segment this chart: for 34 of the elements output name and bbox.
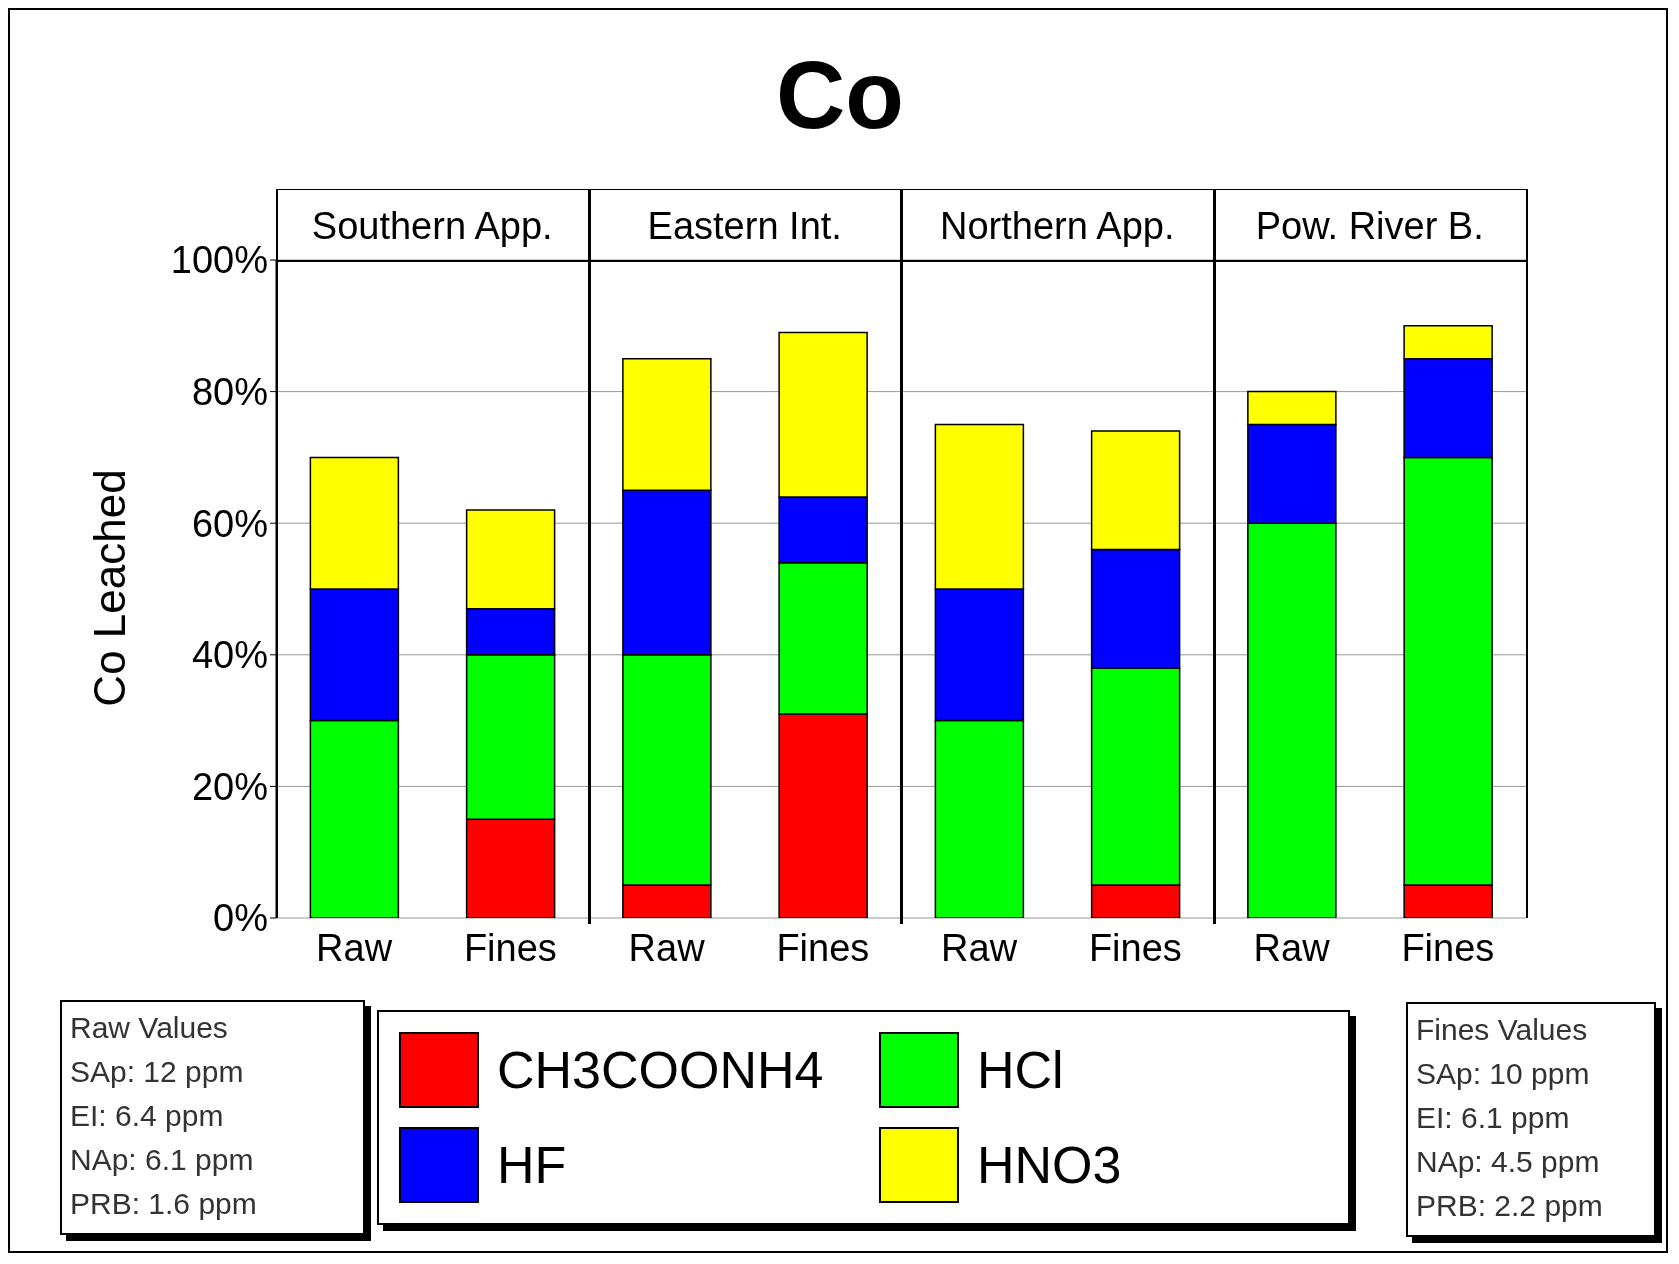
- text: EI: 6.1 ppm: [1416, 1100, 1571, 1136]
- text: Raw Values: [70, 1010, 229, 1046]
- text: PRB: 2.2 ppm: [1416, 1188, 1604, 1224]
- text: NAp: 4.5 ppm: [1416, 1144, 1601, 1180]
- text: Southern App.: [310, 203, 554, 249]
- text: PRB: 1.6 ppm: [70, 1186, 258, 1222]
- chart-title: Co: [775, 40, 905, 150]
- text: NAp: 6.1 ppm: [70, 1142, 255, 1178]
- legend-label: CH3COONH4: [497, 1040, 824, 1101]
- x-tick-label: Fines: [776, 926, 870, 969]
- y-tick-label: 100%: [170, 239, 268, 282]
- text: SAp: 12 ppm: [70, 1054, 245, 1090]
- text: Fines Values: [1416, 1012, 1589, 1048]
- x-tick-label: Fines: [1401, 926, 1495, 969]
- legend-label: HF: [497, 1134, 567, 1195]
- x-tick-label: Fines: [1088, 926, 1182, 969]
- x-tick-label: Raw: [628, 926, 706, 969]
- y-tick-label: 40%: [191, 634, 268, 677]
- text: SAp: 10 ppm: [1416, 1056, 1591, 1092]
- y-tick-label: 80%: [191, 371, 268, 414]
- text: Northern App.: [939, 203, 1176, 249]
- x-tick-label: Raw: [316, 926, 393, 969]
- text: Pow. River B.: [1254, 203, 1485, 249]
- y-axis-title: Co Leached: [85, 469, 135, 707]
- text: Eastern Int.: [646, 203, 843, 249]
- y-tick-label: 20%: [191, 765, 268, 808]
- y-tick-label: 0%: [213, 897, 268, 940]
- x-tick-label: Raw: [1253, 926, 1331, 969]
- text: EI: 6.4 ppm: [70, 1098, 225, 1134]
- legend-label: HNO3: [977, 1134, 1122, 1195]
- x-tick-label: Raw: [941, 926, 1018, 969]
- legend-label: HCl: [977, 1040, 1064, 1101]
- x-tick-label: Fines: [463, 926, 557, 969]
- y-tick-label: 60%: [191, 502, 268, 545]
